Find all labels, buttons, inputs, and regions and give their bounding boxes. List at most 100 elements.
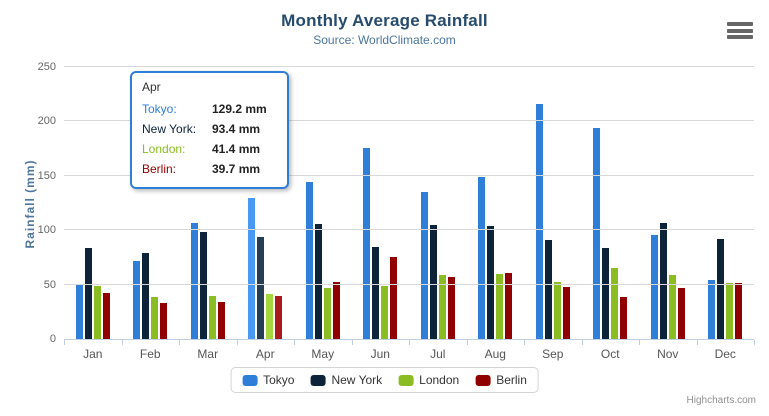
bar-tokyo-jul[interactable]	[420, 191, 428, 339]
month-group-sep	[524, 68, 582, 339]
bar-london-aug[interactable]	[496, 274, 504, 339]
bar-tokyo-may[interactable]	[305, 182, 313, 339]
month-group-oct	[582, 68, 640, 339]
legend-swatch	[398, 374, 414, 386]
bar-groups	[64, 68, 754, 339]
bar-new-york-may[interactable]	[314, 223, 322, 339]
bar-tokyo-jan[interactable]	[75, 284, 83, 339]
bar-tokyo-nov[interactable]	[650, 235, 658, 339]
legend-item-label: New York	[331, 373, 383, 387]
legend-item-london[interactable]: London	[398, 373, 459, 387]
gridline-50	[64, 283, 754, 285]
bar-new-york-oct[interactable]	[602, 248, 610, 339]
legend-item-tokyo[interactable]: Tokyo	[242, 373, 294, 387]
x-axis-tick	[754, 340, 755, 345]
x-axis-label-nov: Nov	[657, 347, 679, 361]
bar-berlin-feb[interactable]	[160, 302, 168, 339]
month-group-dec	[697, 68, 755, 339]
bar-london-feb[interactable]	[151, 296, 159, 339]
x-axis-tick	[351, 340, 353, 345]
x-axis-label-jun: Jun	[370, 347, 390, 361]
bar-berlin-aug[interactable]	[505, 273, 513, 339]
bar-london-oct[interactable]	[611, 268, 619, 339]
bar-tokyo-aug[interactable]	[478, 177, 486, 339]
legend: Tokyo New York London Berlin	[230, 367, 539, 393]
bar-new-york-feb[interactable]	[142, 253, 150, 339]
x-axis-tick	[639, 340, 640, 345]
month-group-jul	[409, 68, 467, 339]
x-axis-tick	[236, 340, 238, 345]
bar-london-jun[interactable]	[381, 286, 389, 339]
bar-berlin-oct[interactable]	[620, 296, 628, 339]
x-axis-label-dec: Dec	[714, 347, 736, 361]
x-axis-label-mar: Mar	[197, 347, 219, 361]
y-axis-label: 50	[43, 278, 56, 291]
gridline-100	[64, 229, 754, 231]
bar-tokyo-dec[interactable]	[708, 279, 716, 339]
bar-tokyo-feb[interactable]	[133, 261, 141, 339]
tooltip-row: London: 41.4 mm	[142, 139, 277, 159]
bar-new-york-sep[interactable]	[544, 239, 552, 339]
y-axis-label: 250	[37, 61, 56, 73]
bar-new-york-aug[interactable]	[487, 225, 495, 339]
month-group-mar	[179, 68, 237, 339]
bar-new-york-jun[interactable]	[372, 247, 380, 339]
bar-tokyo-mar[interactable]	[190, 223, 198, 339]
bar-london-sep[interactable]	[553, 282, 561, 339]
x-axis-label-aug: Aug	[484, 347, 506, 361]
bar-london-jan[interactable]	[93, 285, 101, 339]
chart-title: Monthly Average Rainfall	[281, 11, 488, 30]
bar-berlin-apr[interactable]	[275, 295, 283, 339]
chart-subtitle: Source: WorldClimate.com	[313, 33, 456, 47]
x-axis-tick	[294, 340, 295, 345]
bar-tokyo-jun[interactable]	[363, 147, 371, 339]
legend-item-label: Berlin	[496, 373, 527, 387]
bar-london-nov[interactable]	[668, 274, 676, 339]
bar-tokyo-apr[interactable]	[248, 198, 256, 339]
y-axis-label: 0	[49, 333, 56, 345]
bar-london-jul[interactable]	[438, 274, 446, 339]
bar-tokyo-oct[interactable]	[593, 127, 601, 339]
bar-london-apr[interactable]	[266, 294, 274, 339]
bar-berlin-mar[interactable]	[217, 301, 225, 339]
bar-new-york-dec[interactable]	[717, 238, 725, 339]
bar-london-mar[interactable]	[208, 296, 216, 339]
bar-berlin-nov[interactable]	[677, 288, 685, 339]
gridline-150	[64, 174, 754, 176]
legend-item-berlin[interactable]: Berlin	[475, 373, 527, 387]
bar-berlin-dec[interactable]	[735, 283, 743, 339]
bar-berlin-jun[interactable]	[390, 256, 398, 339]
bar-new-york-jan[interactable]	[84, 248, 92, 339]
y-axis-label: 200	[37, 115, 56, 128]
legend-item-label: London	[419, 373, 460, 387]
highcharts-credit[interactable]: Highcharts.com	[686, 395, 756, 406]
legend-item-new-york[interactable]: New York	[310, 373, 382, 387]
month-group-aug	[467, 68, 525, 339]
export-menu-icon[interactable]	[727, 22, 753, 39]
bar-new-york-mar[interactable]	[199, 231, 207, 339]
x-axis-label-jan: Jan	[83, 347, 103, 361]
bar-new-york-jul[interactable]	[429, 224, 437, 339]
menu-bar-line	[727, 28, 753, 33]
legend-swatch	[310, 374, 326, 386]
bar-berlin-jan[interactable]	[102, 292, 110, 339]
bar-new-york-nov[interactable]	[659, 223, 667, 339]
bar-berlin-sep[interactable]	[562, 287, 570, 339]
month-group-feb	[122, 68, 180, 339]
tooltip-series-value: 129.2 mm	[212, 102, 267, 116]
tooltip-series-value: 39.7 mm	[212, 162, 261, 176]
x-axis-tick	[179, 340, 180, 345]
tooltip-rows: Tokyo: 129.2 mm New York: 93.4 mm London: 41.…	[142, 99, 277, 179]
bar-berlin-jul[interactable]	[447, 276, 455, 339]
x-axis-label-oct: Oct	[600, 347, 620, 361]
legend-swatch	[242, 374, 258, 386]
bar-london-may[interactable]	[323, 287, 331, 339]
tooltip: Apr Tokyo: 129.2 mm New York: 93.4 mm London…	[130, 71, 289, 189]
menu-bar-line	[727, 22, 753, 26]
bar-tokyo-sep[interactable]	[535, 103, 543, 339]
bar-new-york-apr[interactable]	[257, 237, 265, 339]
month-group-jan	[64, 68, 122, 339]
bar-london-dec[interactable]	[726, 283, 734, 339]
bar-berlin-may[interactable]	[332, 281, 340, 339]
x-axis-tick	[121, 340, 123, 345]
